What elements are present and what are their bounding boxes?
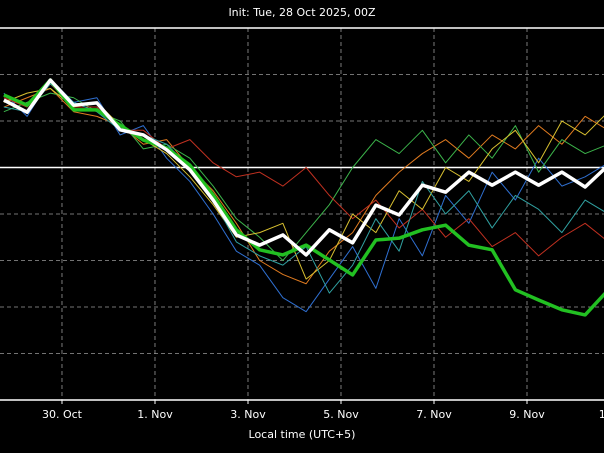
series-line bbox=[3, 78, 604, 313]
x-axis-title: Local time (UTC+5) bbox=[249, 428, 356, 441]
series-line bbox=[3, 83, 604, 294]
x-tick-label: 30. Oct bbox=[42, 408, 83, 421]
x-tick-label: 11. Nov bbox=[599, 408, 604, 421]
x-tick-label: 1. Nov bbox=[137, 408, 173, 421]
chart-title: Init: Tue, 28 Oct 2025, 00Z bbox=[228, 6, 376, 19]
series-line bbox=[3, 78, 604, 257]
series-line bbox=[3, 87, 604, 280]
x-tick-label: 3. Nov bbox=[230, 408, 266, 421]
x-tick-label: 5. Nov bbox=[323, 408, 359, 421]
series-line bbox=[3, 78, 604, 317]
x-tick-label: 9. Nov bbox=[509, 408, 545, 421]
x-tick-label: 7. Nov bbox=[416, 408, 452, 421]
series-line bbox=[3, 92, 604, 261]
series-line bbox=[3, 87, 604, 285]
